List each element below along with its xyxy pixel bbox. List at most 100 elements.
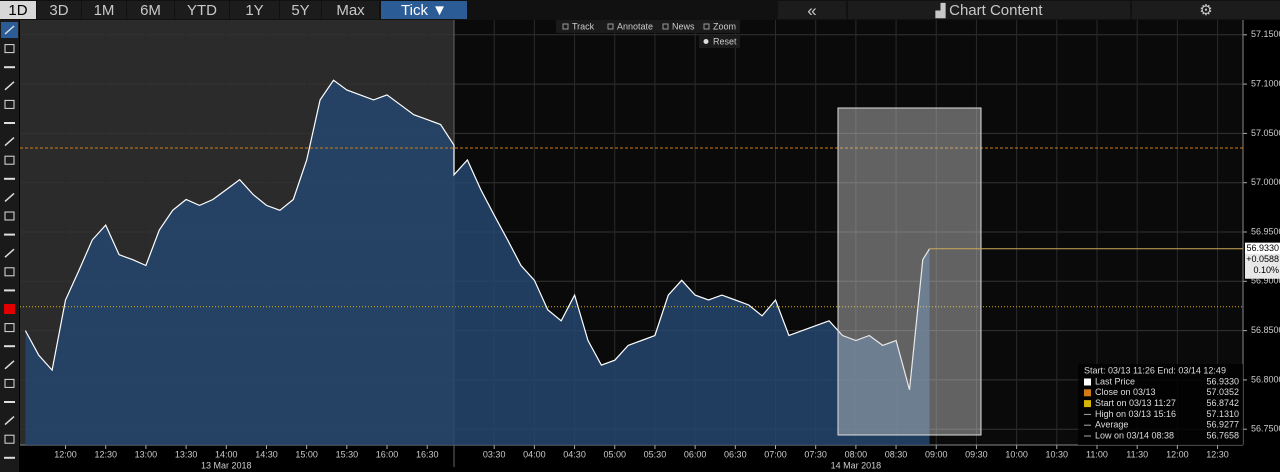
y-tick-label: 56.9000 [1251,276,1280,286]
x-tick-label: 04:00 [523,449,546,459]
tool-button[interactable]: Zoom [713,21,736,31]
tool-icon[interactable] [1,133,18,150]
x-tick-label: 12:00 [1166,449,1189,459]
legend-label: Start on 03/13 11:27 [1095,398,1176,408]
legend-swatch [1084,389,1091,397]
y-tick-label: 57.0500 [1251,128,1280,138]
tool-icon[interactable] [1,431,18,448]
range-button[interactable]: 5Y [280,1,321,19]
tool-glyph [4,416,15,426]
tool-button [1,96,18,113]
settings-button[interactable]: ⚙ [1132,1,1280,19]
legend-swatch [1084,378,1091,386]
range-button[interactable]: 1D [0,1,36,19]
range-button[interactable]: YTD [175,1,229,19]
y-tick-label: 56.8500 [1251,325,1280,335]
y-tick-label: 56.7500 [1251,424,1280,434]
x-tick-label: 09:00 [925,449,948,459]
tool-icon[interactable] [1,282,18,299]
tool-glyph [4,192,15,202]
x-tick-label: 07:00 [764,449,787,459]
tool-icon[interactable] [1,412,18,429]
tool-icon[interactable] [1,40,18,57]
range-button[interactable]: 3D [37,1,81,19]
x-tick-label: 09:30 [965,449,988,459]
price-tag-value: 56.9330 [1246,243,1279,253]
x-tick-label: 12:30 [94,449,117,459]
x-tick-label: 08:00 [845,449,868,459]
tool-glyph [4,267,15,277]
legend-label: Last Price [1095,376,1135,386]
legend: Start: 03/13 11:26 End: 03/14 12:49Last … [1078,364,1243,445]
tool-icon[interactable] [1,449,18,466]
tick-button[interactable]: Tick ▼ [381,1,467,19]
tool-glyph [4,81,15,91]
price-line [24,79,931,390]
price-tag-top [1245,242,1280,254]
collapse-button[interactable]: « [778,1,846,20]
x-tick-label: 16:00 [376,449,399,459]
x-tick-label: 14:00 [215,449,238,459]
tool-icon[interactable] [1,226,18,243]
chart-content-label: Chart Content [949,2,1043,19]
legend-value: 57.1310 [1206,409,1239,419]
tool-button[interactable]: Track [572,21,595,31]
tool-icon[interactable] [1,22,18,38]
x-tick-label: 06:00 [684,449,707,459]
x-tick-label: 15:30 [336,449,359,459]
y-tick-label: 57.1500 [1251,29,1280,39]
range-button[interactable]: 1M [82,1,126,19]
y-tick-label: 57.0000 [1251,177,1280,187]
date-label: 14 Mar 2018 [831,460,882,470]
x-tick-label: 03:30 [483,449,506,459]
tool-icon[interactable] [1,189,18,206]
tool-button[interactable]: Annotate [617,21,653,31]
legend-title: Start: 03/13 11:26 End: 03/14 12:49 [1084,365,1226,375]
tool-icon[interactable] [1,59,18,76]
range-button[interactable]: Max [322,1,379,19]
x-tick-label: 10:00 [1005,449,1028,459]
range-button[interactable]: 1Y [230,1,279,19]
x-tick-label: 14:30 [255,449,278,459]
tool-glyph [4,25,15,35]
price-tag-percent: 0.10% [1253,265,1279,275]
range-button[interactable]: 6M [127,1,174,19]
tool-icon[interactable] [1,338,18,355]
legend-swatch [1084,400,1091,408]
tool-icon[interactable] [1,319,18,336]
legend-value: 56.9330 [1206,376,1239,386]
tool-icon[interactable] [1,170,18,187]
price-tag-change: +0.0588 [1246,254,1279,264]
x-tick-label: 06:30 [724,449,747,459]
x-tick-label: 13:30 [175,449,198,459]
chart-content-button[interactable]: ▟ Chart Content [848,1,1130,19]
tool-icon[interactable] [1,152,18,169]
y-tick-label: 57.1000 [1251,78,1280,88]
reset-button[interactable]: Reset [713,36,737,46]
tool-glyph [4,211,15,221]
tool-glyph [4,378,15,388]
legend-bg [1078,364,1243,445]
tool-icon[interactable] [1,356,18,373]
x-tick-label: 10:30 [1046,449,1069,459]
legend-label: Average [1095,420,1128,430]
tool-glyph [4,304,15,314]
y-tick-label: 56.8000 [1251,374,1280,384]
x-tick-label: 11:30 [1126,449,1148,459]
tool-icon[interactable] [1,301,18,317]
tool-icon[interactable] [1,245,18,262]
y-tick-label: 56.9500 [1251,226,1280,236]
tool-icon[interactable] [1,115,18,131]
tool-icon[interactable] [1,96,18,113]
x-tick-label: 16:30 [416,449,439,459]
x-tick-label: 07:30 [804,449,827,459]
tool-glyph [4,44,15,54]
tool-icon[interactable] [1,394,18,410]
tool-icon[interactable] [1,375,18,392]
tool-glyph [4,323,15,333]
tool-button[interactable]: News [672,21,695,31]
tool-icon[interactable] [1,77,18,94]
tool-icon[interactable] [1,263,18,280]
tool-icon[interactable] [1,208,18,224]
